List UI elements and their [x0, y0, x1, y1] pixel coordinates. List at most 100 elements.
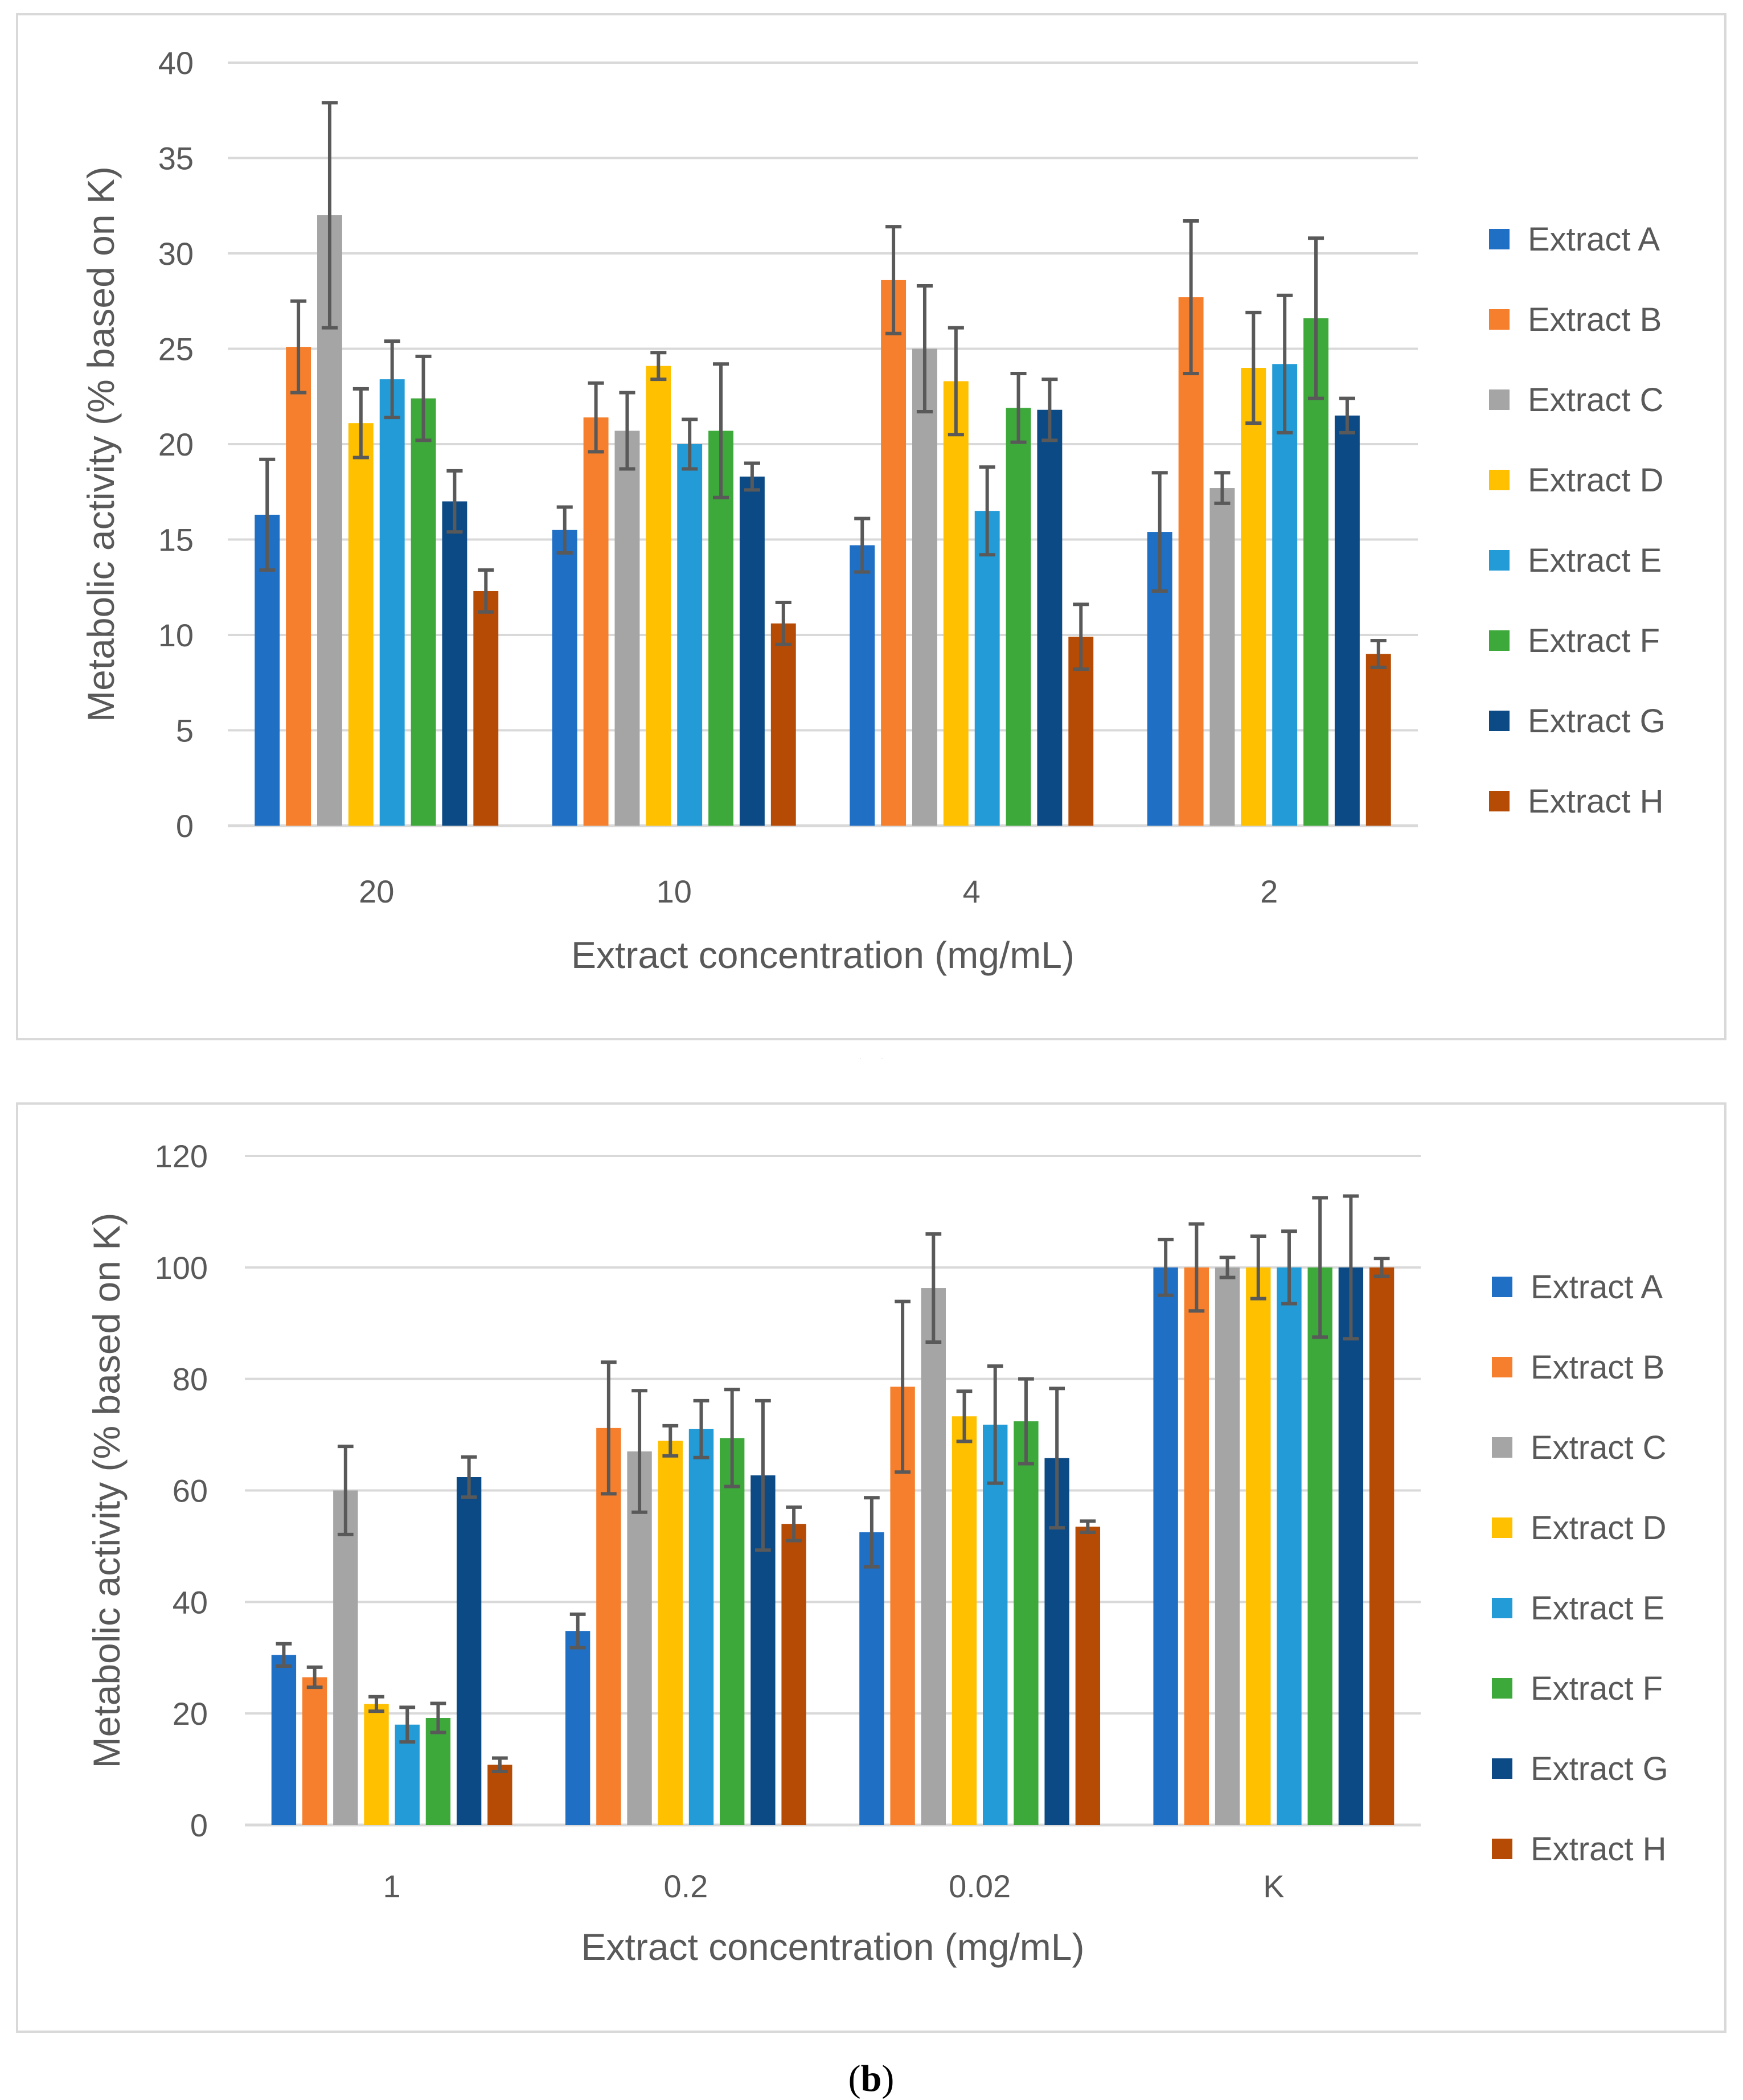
y-tick-label: 40 [158, 45, 194, 81]
error-bar [864, 1496, 880, 1569]
legend-label: Extract C [1531, 1429, 1667, 1466]
bar [487, 1765, 512, 1825]
legend-label: Extract E [1528, 542, 1662, 579]
error-bar [631, 1389, 647, 1514]
bar [952, 1416, 977, 1825]
bar [1365, 654, 1391, 826]
error-bar [1281, 1229, 1297, 1306]
chart-b-bars [271, 1194, 1395, 1825]
error-bar [724, 1388, 740, 1488]
error-bar [895, 1299, 911, 1474]
bar [583, 417, 609, 826]
bar [333, 1490, 358, 1825]
legend-swatch [1492, 1437, 1512, 1458]
y-tick-label: 120 [155, 1138, 208, 1174]
legend-swatch [1492, 1678, 1512, 1699]
legend-swatch [1489, 229, 1510, 249]
legend-swatch [1489, 630, 1510, 651]
error-bar [885, 225, 902, 335]
bar [614, 430, 640, 826]
bar [1209, 488, 1235, 826]
x-tick-label: 1 [383, 1868, 401, 1904]
chart-b-ylabel: Metabolic activity (% based on K) [85, 1213, 128, 1769]
error-bar [1373, 1257, 1390, 1278]
bar [411, 398, 436, 826]
legend-label: Extract B [1528, 301, 1662, 338]
error-bar [446, 469, 463, 534]
error-bar [744, 461, 760, 492]
bar [286, 347, 311, 826]
x-tick-label: K [1263, 1868, 1284, 1904]
legend-swatch [1489, 791, 1510, 811]
bar [912, 348, 937, 826]
y-tick-label: 40 [173, 1584, 208, 1620]
legend-swatch [1489, 550, 1510, 571]
legend-swatch [1489, 389, 1510, 410]
bar [1178, 297, 1204, 826]
error-bar [430, 1701, 446, 1734]
bar [781, 1524, 806, 1825]
error-bar [1188, 1222, 1205, 1313]
error-bar [1010, 372, 1027, 444]
legend-label: Extract B [1531, 1349, 1664, 1386]
bar [646, 366, 671, 826]
error-bar [588, 381, 604, 454]
panel-caption: (a) [850, 1052, 893, 1059]
bar [1272, 364, 1298, 826]
x-tick-label: 0.02 [949, 1868, 1011, 1904]
chart-a-legend: Extract A Extract B Extract C Extract D Extr… [1489, 221, 1666, 820]
y-tick-label: 20 [158, 426, 194, 462]
error-bar [650, 351, 667, 382]
error-bar [1219, 1256, 1236, 1279]
error-bar [1277, 293, 1293, 434]
error-bar [352, 387, 369, 460]
error-bar [956, 1389, 973, 1443]
error-bar [1183, 219, 1199, 376]
error-bar [619, 391, 635, 471]
bar [565, 1631, 590, 1825]
x-tick-label: 4 [963, 873, 981, 909]
error-bar [1214, 471, 1231, 505]
error-bar [1312, 1196, 1328, 1339]
legend-label: Extract A [1531, 1269, 1663, 1306]
y-tick-label: 20 [173, 1696, 208, 1732]
chart-a-xlabel: Extract concentration (mg/mL) [571, 934, 1074, 976]
chart-b: 0 20 40 60 80 100 120 1 0.2 0.02 K Metabolic activ… [16, 1102, 1726, 2099]
error-bar [290, 299, 307, 395]
bar [1014, 1421, 1039, 1825]
bar [688, 1429, 714, 1825]
bar [364, 1704, 389, 1825]
panel-caption: (b) [848, 2058, 895, 2099]
legend-label: Extract G [1531, 1750, 1668, 1787]
error-bar [569, 1612, 586, 1650]
y-tick-label: 25 [158, 331, 194, 367]
bar [943, 381, 969, 826]
bar [1184, 1267, 1209, 1825]
y-tick-label: 10 [158, 617, 194, 653]
bar [1215, 1267, 1240, 1825]
legend-label: Extract F [1531, 1670, 1663, 1707]
chart-a-ticks: 0 5 10 15 20 25 30 35 40 20 10 4 2 [158, 45, 1278, 909]
bar [442, 501, 467, 826]
error-bar [259, 457, 276, 572]
bar [1334, 415, 1360, 826]
bar [271, 1655, 297, 1825]
error-bar [1018, 1377, 1034, 1466]
legend-swatch [1492, 1517, 1512, 1538]
error-bar [979, 465, 995, 557]
error-bar [662, 1424, 679, 1458]
bar [1246, 1267, 1271, 1825]
legend-swatch [1489, 470, 1510, 490]
legend-label: Extract D [1531, 1510, 1667, 1547]
error-bar [682, 417, 698, 471]
legend-swatch [1489, 309, 1510, 330]
error-bar [693, 1398, 709, 1459]
legend-label: Extract G [1528, 703, 1666, 740]
legend-label: Extract F [1528, 622, 1660, 659]
bar [770, 623, 796, 826]
error-bar [948, 326, 964, 437]
bar [1307, 1267, 1332, 1825]
bar [739, 476, 765, 826]
bar [1338, 1267, 1364, 1825]
error-bar [1343, 1194, 1359, 1341]
